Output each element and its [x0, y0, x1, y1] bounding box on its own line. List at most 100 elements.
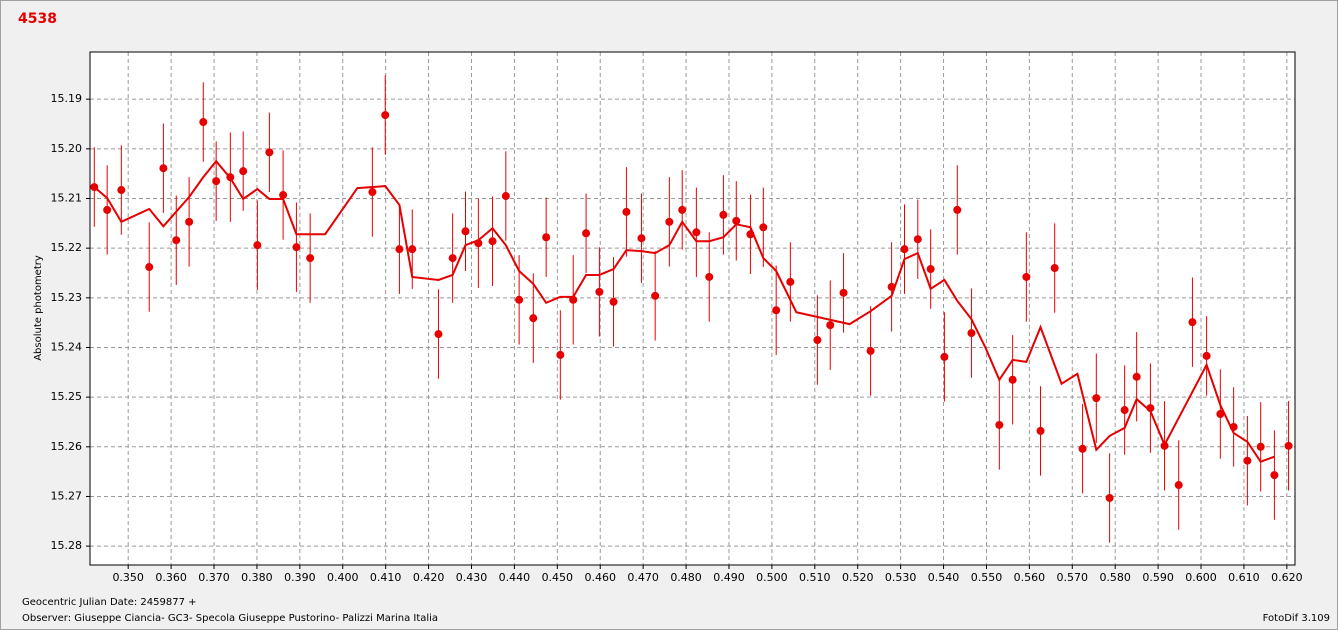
x-tick-label: 0.530	[885, 571, 917, 584]
data-point	[732, 216, 741, 225]
data-point	[1120, 406, 1129, 415]
data-point	[637, 234, 646, 243]
x-tick-label: 0.390	[284, 571, 316, 584]
data-point	[117, 186, 126, 195]
y-tick-label: 15.20	[51, 142, 83, 155]
data-point	[542, 233, 551, 242]
data-point	[609, 297, 618, 306]
data-point	[1078, 444, 1087, 453]
data-point	[953, 205, 962, 214]
data-point	[1146, 404, 1155, 413]
data-point	[461, 227, 470, 236]
data-point	[306, 254, 315, 263]
data-point	[515, 295, 524, 304]
x-tick-label: 0.620	[1271, 571, 1303, 584]
data-point	[292, 243, 301, 252]
data-point	[967, 329, 976, 338]
data-point	[772, 306, 781, 315]
observer-note: Observer: Giuseppe Ciancia- GC3- Specola…	[22, 613, 438, 624]
y-tick-label: 15.27	[51, 489, 83, 502]
data-point	[746, 230, 755, 239]
data-point	[940, 352, 949, 361]
data-point	[1008, 375, 1017, 384]
data-point	[1270, 471, 1279, 480]
data-point	[448, 254, 457, 263]
data-point	[159, 164, 168, 173]
data-point	[1188, 318, 1197, 327]
data-point	[529, 314, 538, 323]
y-tick-label: 15.26	[51, 440, 83, 453]
data-point	[1229, 422, 1238, 431]
y-tick-label: 15.22	[51, 241, 83, 254]
data-point	[381, 111, 390, 120]
data-point	[1050, 264, 1059, 273]
data-point	[1216, 410, 1225, 419]
data-point	[212, 177, 221, 186]
x-tick-label: 0.510	[799, 571, 831, 584]
data-point	[1160, 441, 1169, 450]
data-point	[1174, 481, 1183, 490]
axes-border	[89, 51, 1296, 566]
y-tick-label: 15.23	[51, 291, 83, 304]
data-point	[226, 173, 235, 182]
data-point	[1132, 372, 1141, 381]
data-point	[651, 291, 660, 300]
data-point	[368, 188, 377, 197]
data-point	[678, 205, 687, 214]
data-point	[239, 167, 248, 176]
data-point	[1092, 394, 1101, 403]
y-axis-label: Absolute photometry	[33, 255, 44, 361]
data-point	[719, 210, 728, 219]
data-point	[866, 346, 875, 355]
x-tick-label: 0.460	[584, 571, 616, 584]
data-point	[185, 217, 194, 226]
x-tick-label: 0.600	[1185, 571, 1217, 584]
data-point	[692, 228, 701, 237]
y-tick-label: 15.28	[51, 539, 83, 552]
x-tick-label: 0.380	[241, 571, 273, 584]
x-tick-label: 0.350	[112, 571, 144, 584]
data-point	[622, 207, 631, 216]
data-point	[826, 321, 835, 330]
data-point	[1243, 456, 1252, 465]
plot-area	[90, 52, 1295, 565]
x-tick-label: 0.610	[1228, 571, 1260, 584]
data-point	[926, 265, 935, 274]
data-point	[488, 237, 497, 246]
x-tick-label: 0.400	[327, 571, 359, 584]
x-tick-label: 0.580	[1099, 571, 1131, 584]
x-tick-label: 0.480	[670, 571, 702, 584]
y-tick-label: 15.25	[51, 390, 83, 403]
data-point	[839, 288, 848, 297]
x-tick-label: 0.410	[370, 571, 402, 584]
data-point	[887, 282, 896, 291]
x-tick-label: 0.370	[198, 571, 230, 584]
data-point	[556, 350, 565, 359]
data-point	[279, 191, 288, 200]
data-point	[900, 245, 909, 254]
y-tick-label: 15.19	[51, 92, 83, 105]
x-tick-label: 0.430	[456, 571, 488, 584]
x-tick-label: 0.560	[1014, 571, 1046, 584]
x-tick-label: 0.540	[928, 571, 960, 584]
y-tick-label: 15.21	[51, 192, 83, 205]
data-point	[595, 287, 604, 296]
data-point	[705, 272, 714, 281]
data-point	[786, 277, 795, 286]
data-point	[90, 183, 99, 192]
data-point	[408, 245, 417, 254]
x-tick-label: 0.450	[542, 571, 574, 584]
data-point	[913, 235, 922, 244]
x-tick-label: 0.360	[155, 571, 187, 584]
x-tick-label: 0.500	[756, 571, 788, 584]
data-point	[145, 263, 154, 272]
data-point	[569, 295, 578, 304]
software-note: FotoDif 3.109	[1263, 613, 1330, 624]
data-point	[1202, 351, 1211, 360]
data-point	[665, 217, 674, 226]
data-point	[813, 336, 822, 345]
data-point	[1256, 442, 1265, 451]
y-tick-label: 15.24	[51, 340, 83, 353]
data-point	[1036, 426, 1045, 435]
